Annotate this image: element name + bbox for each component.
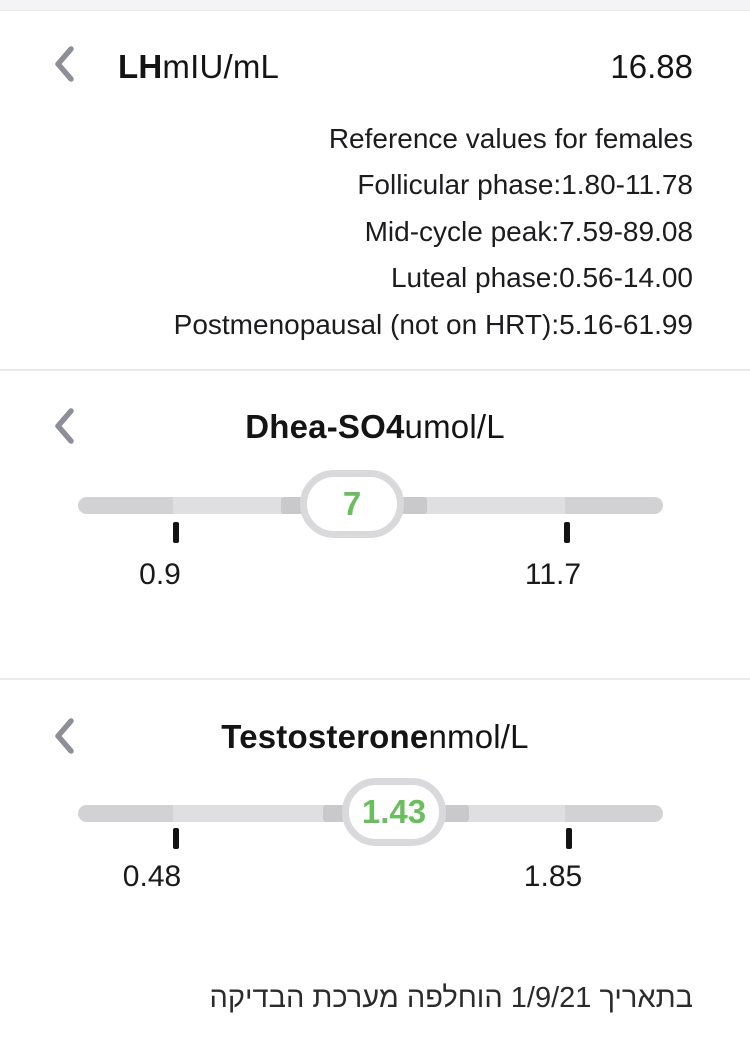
reference-line: Mid-cycle peak:7.59-89.08	[364, 215, 693, 247]
reference-line: Postmenopausal (not on HRT):5.16-61.99	[173, 308, 693, 340]
test-name: LH	[118, 48, 163, 85]
test-title: Testosteronenmol/L	[0, 715, 750, 759]
top-status-strip	[0, 0, 750, 11]
range-max-label: 1.85	[523, 860, 583, 893]
reference-line: Reference values for females	[328, 123, 693, 154]
back-button[interactable]	[52, 407, 92, 455]
test-result-value: 16.88	[610, 48, 693, 85]
reference-values-block: Reference values for females Follicular …	[174, 116, 693, 348]
thumb-shadow	[443, 805, 469, 822]
test-name: Testosterone	[221, 718, 429, 755]
thumb-shadow	[401, 497, 427, 514]
reference-line: Follicular phase:1.80-11.78	[357, 169, 693, 201]
system-change-note: בתאריך 1/9/21 הוחלפה מערכת הבדיקה	[209, 982, 693, 1014]
chevron-left-icon	[52, 717, 76, 755]
range-max-tick	[566, 828, 572, 849]
range-min-label: 0.9	[139, 558, 181, 591]
result-value: 7	[342, 485, 362, 522]
back-button[interactable]	[52, 717, 92, 765]
range-max-label: 11.7	[524, 558, 582, 591]
test-unit: nmol/L	[428, 718, 529, 755]
test-title: LHmIU/mL	[118, 45, 279, 89]
slider-thumb[interactable]: 1.43	[342, 778, 446, 846]
result-value: 1.43	[361, 793, 427, 830]
test-title: Dhea-SO4umol/L	[0, 405, 750, 449]
range-min-label: 0.48	[122, 860, 182, 893]
range-min-tick	[173, 828, 179, 849]
section-divider	[0, 678, 750, 680]
section-divider	[0, 369, 750, 371]
chevron-left-icon	[52, 407, 76, 445]
chevron-left-icon	[52, 45, 76, 83]
slider-thumb[interactable]: 7	[300, 470, 404, 538]
test-name: Dhea-SO4	[245, 408, 405, 445]
reference-line: Luteal phase:0.56-14.00	[390, 262, 693, 294]
thumb-shadow	[281, 497, 303, 514]
range-min-tick	[173, 522, 179, 543]
thumb-shadow	[323, 805, 345, 822]
back-button[interactable]	[52, 45, 92, 93]
test-unit: mIU/mL	[162, 48, 280, 85]
range-max-tick	[564, 522, 570, 543]
test-unit: umol/L	[404, 408, 505, 445]
